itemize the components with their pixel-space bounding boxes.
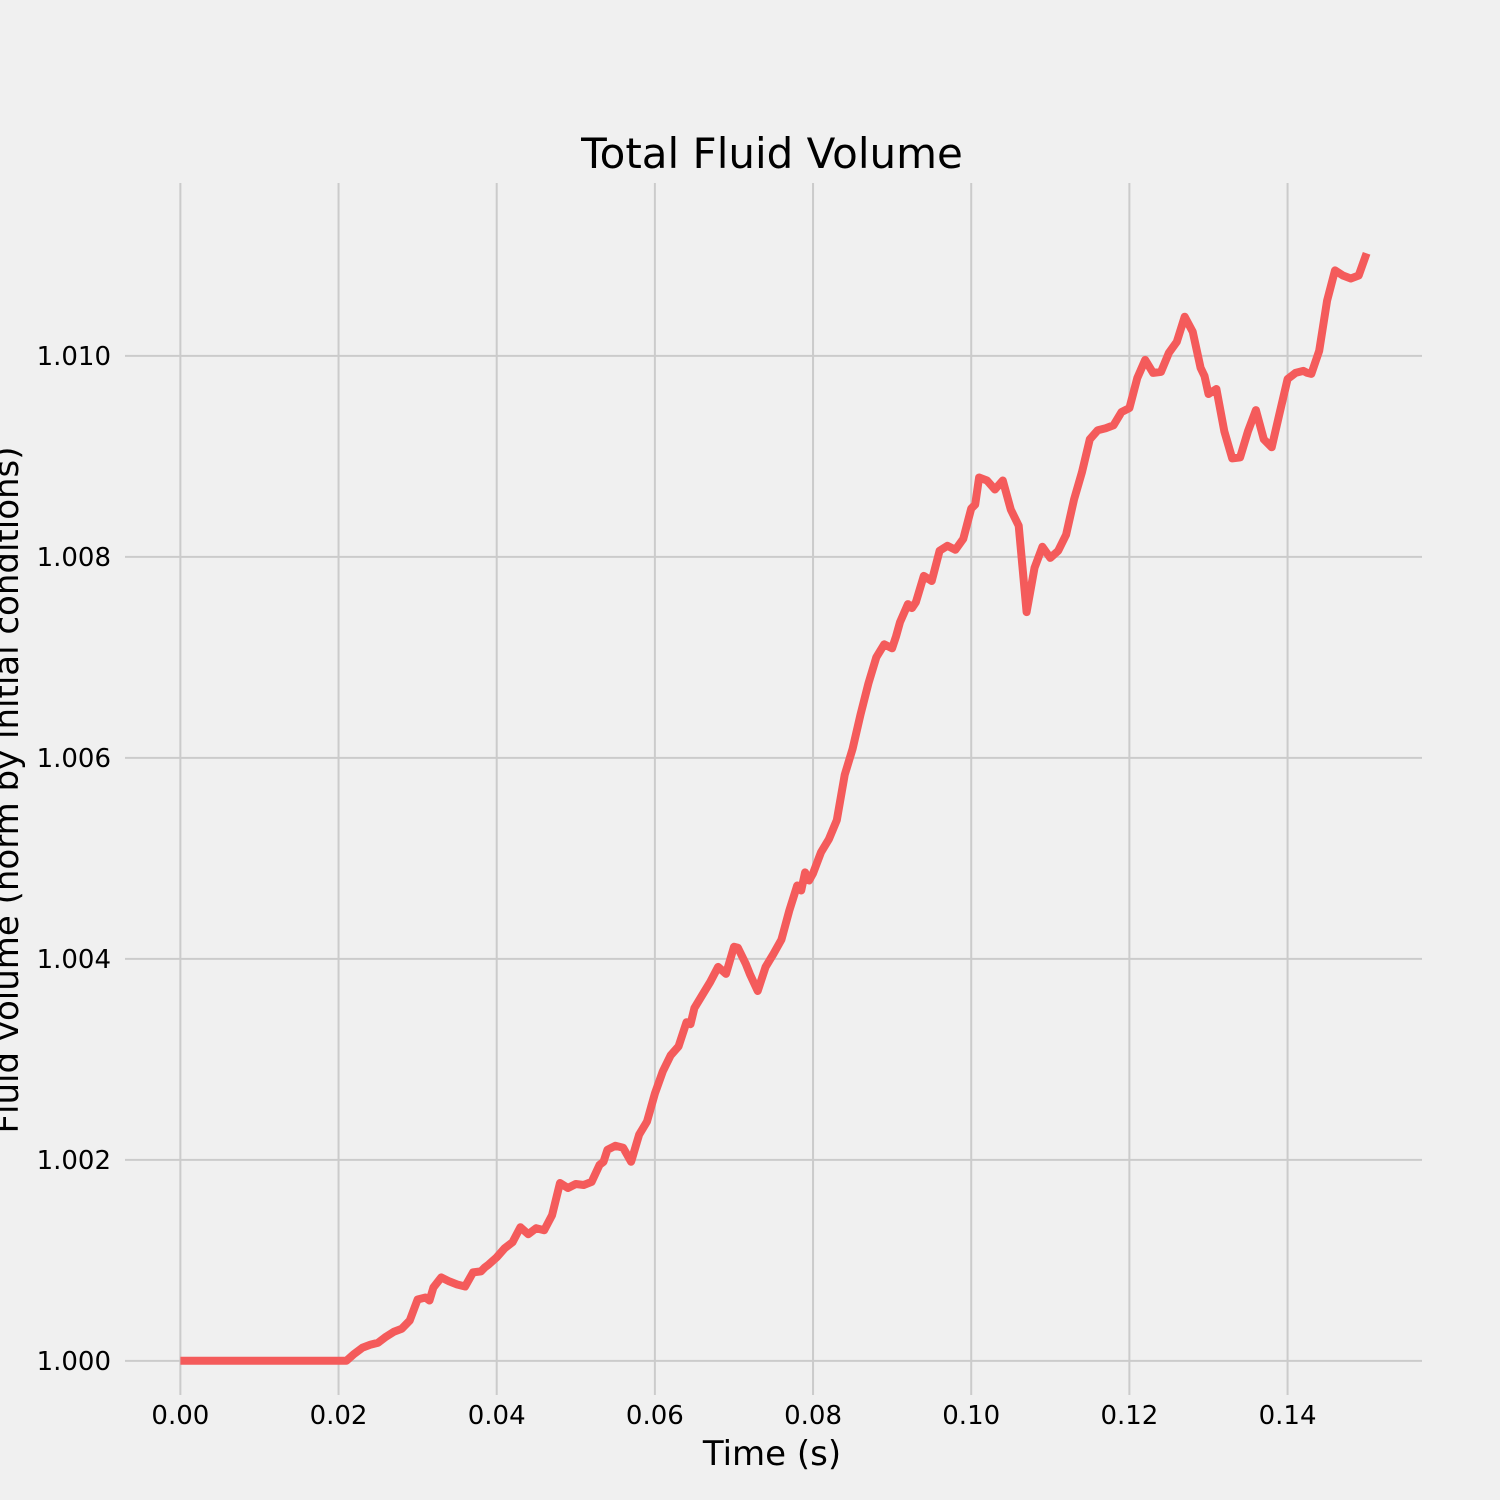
x-tick-label: 0.06	[626, 1401, 684, 1431]
y-tick-label: 1.010	[37, 342, 111, 372]
y-tick-label: 1.002	[37, 1146, 111, 1176]
chart-title: Total Fluid Volume	[580, 129, 963, 178]
y-tick-label: 1.000	[37, 1347, 111, 1377]
x-tick-label: 0.14	[1259, 1401, 1317, 1431]
x-tick-labels: 0.00 0.02 0.04 0.06 0.08 0.10 0.12 0.14	[151, 1401, 1316, 1431]
x-gridlines	[179, 183, 1289, 1395]
x-tick-label: 0.00	[151, 1401, 209, 1431]
y-tick-labels: 1.000 1.002 1.004 1.006 1.008 1.010	[37, 342, 111, 1377]
x-tick-label: 0.10	[942, 1401, 1000, 1431]
y-tick-label: 1.006	[37, 744, 111, 774]
y-gridlines	[125, 354, 1422, 1362]
x-tick-label: 0.04	[468, 1401, 526, 1431]
x-tick-label: 0.02	[310, 1401, 368, 1431]
y-axis-title: Fluid volume (norm by initial conditions…	[0, 446, 27, 1133]
x-tick-label: 0.08	[784, 1401, 842, 1431]
y-tick-label: 1.004	[37, 945, 111, 975]
y-tick-label: 1.008	[37, 543, 111, 573]
series-line	[180, 251, 1371, 1365]
x-axis-title: Time (s)	[702, 1434, 841, 1474]
x-tick-label: 0.12	[1100, 1401, 1158, 1431]
